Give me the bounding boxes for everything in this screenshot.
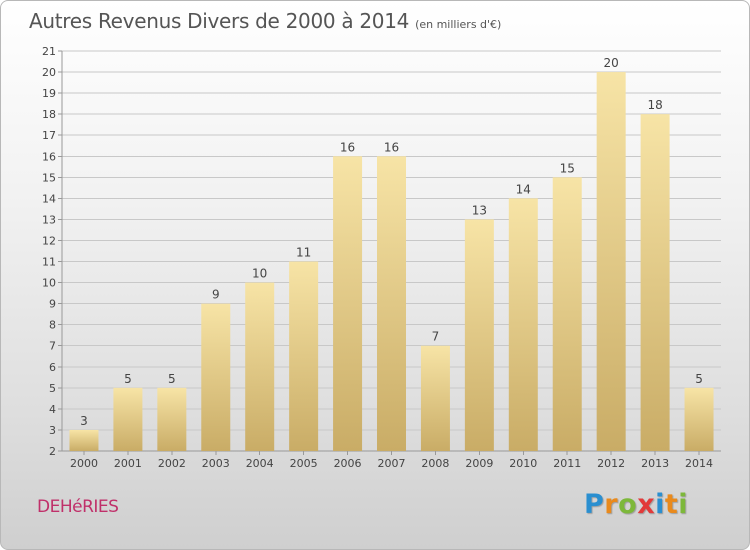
y-tick-label: 17 [42,129,56,142]
chart-unit: (en milliers d'€) [415,18,502,31]
bar [289,261,319,451]
bar-value-label: 7 [432,330,440,344]
y-tick-label: 14 [42,192,56,205]
bar-value-label: 14 [516,182,531,196]
x-tick-label: 2003 [202,457,230,470]
bar [464,219,494,451]
bar-value-label: 18 [647,98,662,112]
x-tick-label: 2002 [158,457,186,470]
x-tick-label: 2000 [70,457,98,470]
bar [684,387,714,451]
bar-value-label: 10 [252,267,267,281]
logo-letter: i [655,489,665,520]
x-tick-label: 2004 [246,457,274,470]
bar [245,282,275,451]
bar [157,387,187,451]
y-tick-label: 8 [49,319,56,332]
bar-value-label: 13 [472,203,487,217]
bar-value-label: 15 [560,161,575,175]
bar [552,177,582,451]
bar [333,156,363,451]
bar [508,198,538,451]
y-tick-label: 2 [49,445,56,458]
y-tick-label: 13 [42,213,56,226]
x-tick-label: 2011 [553,457,581,470]
logo-letter: i [678,489,689,520]
bar-value-label: 20 [604,56,619,70]
bar-value-label: 11 [296,246,311,260]
chart-title-text: Autres Revenus Divers de 2000 à 2014 [29,9,410,33]
bar-value-label: 5 [168,372,176,386]
bar [596,72,626,451]
y-tick-label: 15 [42,171,56,184]
x-tick-label: 2006 [334,457,362,470]
x-tick-label: 2001 [114,457,142,470]
y-tick-label: 4 [49,403,56,416]
chart-title: Autres Revenus Divers de 2000 à 2014 (en … [29,9,501,33]
logo-letter: o [618,489,638,520]
bar-value-label: 9 [212,288,220,302]
x-tick-label: 2010 [509,457,537,470]
x-tick-label: 2013 [641,457,669,470]
x-tick-label: 2007 [378,457,406,470]
y-tick-label: 18 [42,108,56,121]
bar-value-label: 3 [80,414,88,428]
y-tick-label: 3 [49,424,56,437]
proxiti-logo[interactable]: Proxiti [584,489,688,520]
bar-value-label: 16 [340,140,355,154]
x-tick-label: 2009 [465,457,493,470]
bar [640,114,670,451]
bar [420,345,450,451]
y-tick-label: 7 [49,340,56,353]
y-tick-label: 19 [42,87,56,100]
y-tick-label: 16 [42,150,56,163]
bar [69,429,99,451]
bar-value-label: 5 [124,372,132,386]
y-tick-label: 21 [42,45,56,58]
x-tick-label: 2014 [685,457,713,470]
logo-letter: r [604,489,619,520]
y-tick-label: 9 [49,298,56,311]
y-tick-label: 12 [42,234,56,247]
bar-value-label: 16 [384,140,399,154]
y-tick-label: 10 [42,277,56,290]
y-tick-label: 5 [49,382,56,395]
x-tick-label: 2008 [421,457,449,470]
bar [377,156,406,451]
x-tick-label: 2005 [290,457,318,470]
bar [113,387,143,451]
commune-name: DEHéRIES [37,497,119,517]
logo-letter: x [637,489,656,520]
y-tick-label: 20 [42,66,56,79]
x-tick-label: 2012 [597,457,625,470]
bar [201,303,231,451]
logo-letter: t [664,489,679,520]
y-tick-label: 11 [42,256,56,269]
logo-letter: P [584,489,605,520]
y-tick-label: 6 [49,361,56,374]
bar-value-label: 5 [695,372,703,386]
